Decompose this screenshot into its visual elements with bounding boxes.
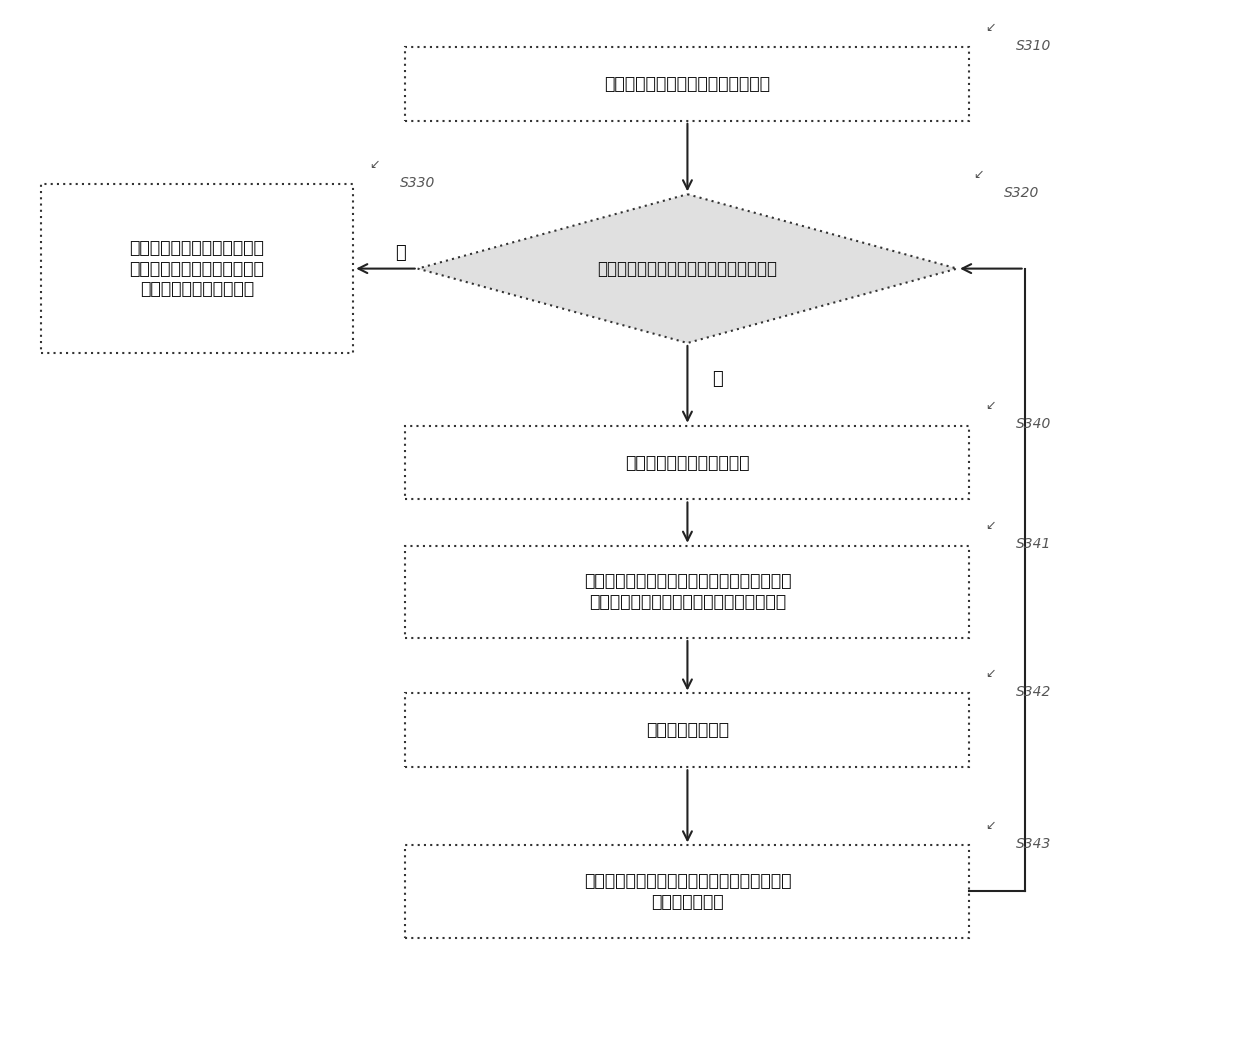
Bar xyxy=(405,425,970,499)
Text: 在数据库中查询开始时间至递推结束时间的数
据，获取起始经纬度信息和结束经纬度信息: 在数据库中查询开始时间至递推结束时间的数 据，获取起始经纬度信息和结束经纬度信息 xyxy=(584,572,791,612)
Bar xyxy=(41,184,353,354)
Text: 判断递推结束时间是否小于实际结束时间: 判断递推结束时间是否小于实际结束时间 xyxy=(598,260,777,278)
Text: 根据递推结束时间与固定时间间隔重新计算新
的递推结束时间: 根据递推结束时间与固定时间间隔重新计算新 的递推结束时间 xyxy=(584,873,791,911)
Text: S341: S341 xyxy=(1016,538,1052,551)
Text: ↙: ↙ xyxy=(986,399,996,412)
Text: 根据固定时间间隔计算递推结束时间: 根据固定时间间隔计算递推结束时间 xyxy=(604,75,770,93)
Text: S320: S320 xyxy=(1003,186,1039,200)
Polygon shape xyxy=(418,194,957,343)
Bar xyxy=(405,846,970,938)
Text: ↙: ↙ xyxy=(973,167,983,181)
Text: 是: 是 xyxy=(712,370,723,388)
Text: 在数据库中获取每个固定时间
间隔对应的小路段中的采样数
据的平均值和起始经纬度: 在数据库中获取每个固定时间 间隔对应的小路段中的采样数 据的平均值和起始经纬度 xyxy=(129,239,264,298)
Text: ↙: ↙ xyxy=(986,667,996,680)
Text: ↙: ↙ xyxy=(986,519,996,532)
Text: S310: S310 xyxy=(1016,38,1052,53)
Text: S343: S343 xyxy=(1016,837,1052,851)
Text: 重新计算新的递推结束时间: 重新计算新的递推结束时间 xyxy=(625,453,750,471)
Text: ↙: ↙ xyxy=(370,158,379,171)
Bar xyxy=(405,47,970,121)
Text: S342: S342 xyxy=(1016,685,1052,699)
Text: 计算尘负荷平均值: 计算尘负荷平均值 xyxy=(646,722,729,739)
Text: ↙: ↙ xyxy=(986,21,996,33)
Bar xyxy=(405,694,970,768)
Text: 否: 否 xyxy=(394,244,405,262)
Bar xyxy=(405,546,970,638)
Text: S340: S340 xyxy=(1016,417,1052,432)
Text: ↙: ↙ xyxy=(986,818,996,832)
Text: S330: S330 xyxy=(401,176,435,189)
